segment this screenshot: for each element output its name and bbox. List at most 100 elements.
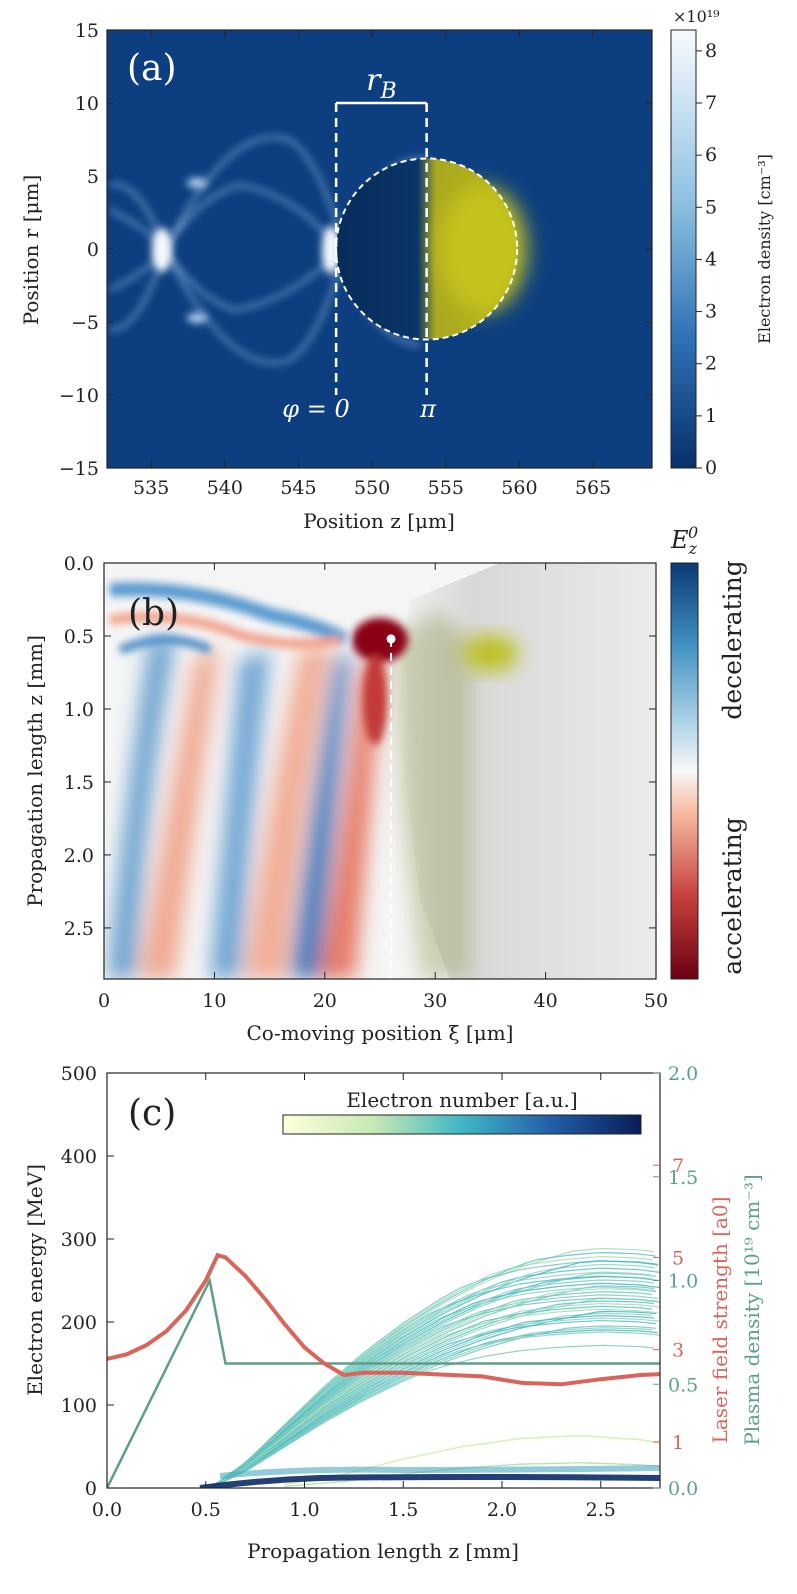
x-tick-label-b: 40 [534,990,558,1012]
y-axis-label-b: Propagation length z [mm] [23,635,47,907]
colorbar-a [670,29,697,469]
x-tick-label-a: 565 [575,477,611,499]
decelerating-label: decelerating [718,560,747,719]
electron-trajectory-upper [217,1271,653,1484]
colorbar-label-b-main: E [670,526,689,554]
x-tick-label-c: 2.0 [487,1499,517,1521]
electron-trajectory-upper [225,1302,660,1480]
x-tick-label-c: 1.0 [289,1499,319,1521]
colorbar-tick-label-a: 3 [705,301,717,323]
x-axis-label-a: Position z [μm] [303,509,455,533]
panel-label-c: (c) [128,1093,176,1134]
colorbar-tick-label-a: 2 [705,353,717,375]
x-tick-label-b: 50 [644,990,668,1012]
ticks-a: 535 540 545 550 555 560 565 −15 −10 −5 0 5 10 15 [59,20,652,499]
colorbar-label-c: Electron number [a.u.] [346,1088,577,1112]
laser-axis-tick-label: 5 [672,1247,684,1269]
electron-trajectory-upper [225,1317,660,1481]
rb-label: rB [366,63,397,104]
y-tick-label-a: −15 [59,458,99,480]
y-tick-label-c: 200 [61,1312,97,1334]
y-tick-label-b: 2.5 [64,918,94,940]
accelerating-label: accelerating [718,817,747,975]
electron-trajectory-upper [225,1282,660,1479]
y-tick-label-c: 300 [61,1229,97,1251]
colorbar-ticks-a: 0 1 2 3 4 5 6 7 8 [696,40,717,479]
y-tick-label-b: 0.5 [64,626,94,648]
colorbar-tick-label-a: 0 [705,457,717,479]
panel-label-b: (b) [128,593,179,634]
field-stripes [108,620,385,979]
colorbar-label-b-sub: z [688,539,698,558]
x-tick-label-a: 560 [501,477,537,499]
plasma-axis-label: Plasma density [10¹⁹ cm⁻³] [740,1174,764,1445]
colorbar-exponent-a: ×10¹⁹ [673,7,720,26]
plasma-axis-tick-label: 1.0 [668,1271,698,1293]
bubble-outline [335,157,519,341]
colorbar-tick-label-a: 8 [705,40,717,62]
colorbar-tick-label-a: 1 [705,405,717,427]
plasma-axis-tick-label: 0.0 [668,1478,698,1500]
laser-axis-tick-label: 1 [672,1432,684,1454]
colorbar-tick-label-a: 6 [705,144,717,166]
x-tick-label-a: 555 [428,477,464,499]
x-tick-label-a: 535 [133,477,169,499]
y-tick-label-a: 10 [75,93,99,115]
rb-label-main: r [366,63,382,98]
laser-pulse-b [462,635,519,672]
plasma-axis-tick-label: 1.5 [668,1167,698,1189]
electron-trajectory-upper [225,1297,660,1479]
electron-energy-bundle [209,1247,660,1488]
y-tick-label-b: 1.5 [64,772,94,794]
colorbar-tick-label-a: 7 [705,92,717,114]
ticks-c: 0.0 0.5 1.0 1.5 2.0 2.5 0 100 200 300 400 500 1 3 5 7 0.… [61,1063,698,1521]
phi-pi-label: π [419,395,437,423]
electron-trajectory-upper [221,1251,657,1481]
electron-trajectory-upper [209,1279,655,1488]
y-tick-label-a: −5 [71,312,99,334]
colorbar-tick-label-a: 5 [705,196,717,218]
x-tick-label-c: 0.5 [191,1499,221,1521]
colorbar-label-a: Electron density [cm⁻³] [755,154,774,344]
panel-b: (b) 0 10 20 30 40 50 0.0 0.5 1.0 1.5 2.0 2.5 Co-mov… [23,523,747,1045]
x-tick-label-c: 1.5 [388,1499,418,1521]
laser-axis-label: Laser field strength [a0] [708,1197,732,1444]
x-tick-label-a: 540 [207,477,243,499]
x-tick-label-b: 30 [423,990,447,1012]
laser-spot [438,186,527,312]
rb-label-sub: B [379,79,396,104]
y-tick-label-b: 2.0 [64,845,94,867]
colorbar-tick-label-a: 4 [705,248,717,270]
y-tick-label-a: 0 [87,239,99,261]
y-tick-label-c: 0 [85,1478,97,1500]
y-tick-label-c: 500 [61,1063,97,1085]
y-tick-label-a: 5 [87,166,99,188]
x-tick-label-b: 10 [202,990,226,1012]
plasma-axis-tick-label: 2.0 [668,1063,698,1085]
laser-axis-tick-label: 7 [672,1155,684,1177]
x-tick-label-b: 20 [313,990,337,1012]
y-tick-label-c: 100 [61,1395,97,1417]
x-tick-label-c: 0.0 [92,1499,122,1521]
x-axis-label-b: Co-moving position ξ [μm] [246,1021,513,1045]
plasma-density-line [107,1276,660,1488]
laser-trail [395,610,470,979]
x-axis-label-c: Propagation length z [mm] [247,1539,519,1563]
panel-a: (a) rB φ = 0 π 535 540 545 550 555 560 565−15−… [19,7,774,533]
y-axis-label-c: Electron energy [MeV] [23,1164,47,1396]
y-tick-label-b: 0.0 [64,553,94,575]
y-axis-label-a: Position r [μm] [19,175,43,326]
electron-trajectory-upper [221,1310,657,1483]
axes-frame-b [103,562,657,980]
electron-trajectory-upper [217,1305,653,1485]
x-tick-label-c: 2.5 [586,1499,616,1521]
laser-axis-tick-label: 3 [672,1340,684,1362]
colorbar-c [282,1114,642,1135]
y-tick-label-a: 15 [75,20,99,42]
electron-low-energy-band-2 [219,1465,660,1479]
injection-point [386,634,396,644]
electron-trajectory-lower [284,1435,660,1486]
field-arcs [109,582,408,745]
electron-trajectory-upper [209,1315,655,1488]
colorbar-b [670,562,699,980]
